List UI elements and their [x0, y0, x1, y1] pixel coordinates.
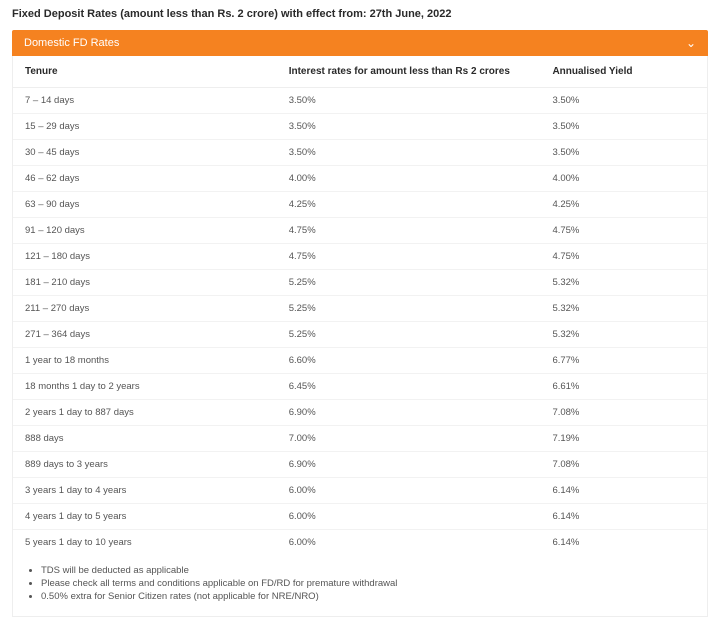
- note-item: TDS will be deducted as applicable: [41, 565, 695, 576]
- cell-rate: 6.60%: [277, 348, 541, 374]
- cell-tenure: 888 days: [13, 426, 277, 452]
- cell-rate: 6.00%: [277, 478, 541, 504]
- chevron-down-icon: ⌄: [686, 37, 696, 49]
- cell-rate: 6.00%: [277, 530, 541, 556]
- table-row: 181 – 210 days5.25%5.32%: [13, 270, 707, 296]
- cell-yield: 6.14%: [540, 478, 707, 504]
- cell-tenure: 30 – 45 days: [13, 140, 277, 166]
- cell-tenure: 15 – 29 days: [13, 114, 277, 140]
- rates-table: Tenure Interest rates for amount less th…: [13, 56, 707, 555]
- table-header-row: Tenure Interest rates for amount less th…: [13, 56, 707, 88]
- cell-rate: 6.90%: [277, 400, 541, 426]
- cell-yield: 6.77%: [540, 348, 707, 374]
- cell-yield: 4.75%: [540, 244, 707, 270]
- cell-tenure: 18 months 1 day to 2 years: [13, 374, 277, 400]
- accordion-header[interactable]: Domestic FD Rates ⌄: [12, 30, 708, 56]
- table-row: 15 – 29 days3.50%3.50%: [13, 114, 707, 140]
- cell-tenure: 2 years 1 day to 887 days: [13, 400, 277, 426]
- table-row: 7 – 14 days3.50%3.50%: [13, 88, 707, 114]
- cell-yield: 4.75%: [540, 218, 707, 244]
- cell-rate: 6.90%: [277, 452, 541, 478]
- table-row: 63 – 90 days4.25%4.25%: [13, 192, 707, 218]
- cell-yield: 4.00%: [540, 166, 707, 192]
- cell-rate: 5.25%: [277, 296, 541, 322]
- table-row: 211 – 270 days5.25%5.32%: [13, 296, 707, 322]
- page-title: Fixed Deposit Rates (amount less than Rs…: [12, 8, 708, 20]
- notes-list: TDS will be deducted as applicable Please…: [13, 555, 707, 608]
- table-row: 91 – 120 days4.75%4.75%: [13, 218, 707, 244]
- cell-tenure: 181 – 210 days: [13, 270, 277, 296]
- cell-yield: 4.25%: [540, 192, 707, 218]
- cell-rate: 4.75%: [277, 218, 541, 244]
- accordion-title: Domestic FD Rates: [24, 37, 119, 49]
- cell-yield: 7.08%: [540, 400, 707, 426]
- cell-rate: 5.25%: [277, 270, 541, 296]
- cell-rate: 4.75%: [277, 244, 541, 270]
- table-row: 18 months 1 day to 2 years6.45%6.61%: [13, 374, 707, 400]
- cell-rate: 6.00%: [277, 504, 541, 530]
- cell-tenure: 211 – 270 days: [13, 296, 277, 322]
- cell-tenure: 46 – 62 days: [13, 166, 277, 192]
- cell-rate: 5.25%: [277, 322, 541, 348]
- cell-yield: 6.61%: [540, 374, 707, 400]
- cell-rate: 4.00%: [277, 166, 541, 192]
- cell-tenure: 5 years 1 day to 10 years: [13, 530, 277, 556]
- note-item: 0.50% extra for Senior Citizen rates (no…: [41, 591, 695, 602]
- cell-rate: 3.50%: [277, 140, 541, 166]
- cell-tenure: 91 – 120 days: [13, 218, 277, 244]
- table-row: 1 year to 18 months6.60%6.77%: [13, 348, 707, 374]
- table-row: 2 years 1 day to 887 days6.90%7.08%: [13, 400, 707, 426]
- cell-yield: 3.50%: [540, 140, 707, 166]
- cell-yield: 6.14%: [540, 504, 707, 530]
- cell-yield: 5.32%: [540, 296, 707, 322]
- table-row: 888 days7.00%7.19%: [13, 426, 707, 452]
- table-row: 30 – 45 days3.50%3.50%: [13, 140, 707, 166]
- table-row: 46 – 62 days4.00%4.00%: [13, 166, 707, 192]
- table-row: 5 years 1 day to 10 years6.00%6.14%: [13, 530, 707, 556]
- cell-yield: 5.32%: [540, 322, 707, 348]
- cell-tenure: 271 – 364 days: [13, 322, 277, 348]
- cell-rate: 4.25%: [277, 192, 541, 218]
- cell-rate: 3.50%: [277, 88, 541, 114]
- cell-tenure: 7 – 14 days: [13, 88, 277, 114]
- cell-yield: 5.32%: [540, 270, 707, 296]
- cell-yield: 7.08%: [540, 452, 707, 478]
- cell-yield: 3.50%: [540, 114, 707, 140]
- cell-tenure: 4 years 1 day to 5 years: [13, 504, 277, 530]
- cell-tenure: 1 year to 18 months: [13, 348, 277, 374]
- table-row: 889 days to 3 years6.90%7.08%: [13, 452, 707, 478]
- cell-tenure: 3 years 1 day to 4 years: [13, 478, 277, 504]
- col-annualised-yield: Annualised Yield: [540, 56, 707, 88]
- col-tenure: Tenure: [13, 56, 277, 88]
- cell-yield: 3.50%: [540, 88, 707, 114]
- cell-tenure: 889 days to 3 years: [13, 452, 277, 478]
- rates-panel: Tenure Interest rates for amount less th…: [12, 56, 708, 617]
- table-row: 271 – 364 days5.25%5.32%: [13, 322, 707, 348]
- cell-rate: 7.00%: [277, 426, 541, 452]
- note-item: Please check all terms and conditions ap…: [41, 578, 695, 589]
- table-row: 121 – 180 days4.75%4.75%: [13, 244, 707, 270]
- table-row: 3 years 1 day to 4 years6.00%6.14%: [13, 478, 707, 504]
- cell-tenure: 63 – 90 days: [13, 192, 277, 218]
- cell-yield: 7.19%: [540, 426, 707, 452]
- cell-rate: 3.50%: [277, 114, 541, 140]
- table-row: 4 years 1 day to 5 years6.00%6.14%: [13, 504, 707, 530]
- cell-yield: 6.14%: [540, 530, 707, 556]
- cell-rate: 6.45%: [277, 374, 541, 400]
- col-interest-rate: Interest rates for amount less than Rs 2…: [277, 56, 541, 88]
- cell-tenure: 121 – 180 days: [13, 244, 277, 270]
